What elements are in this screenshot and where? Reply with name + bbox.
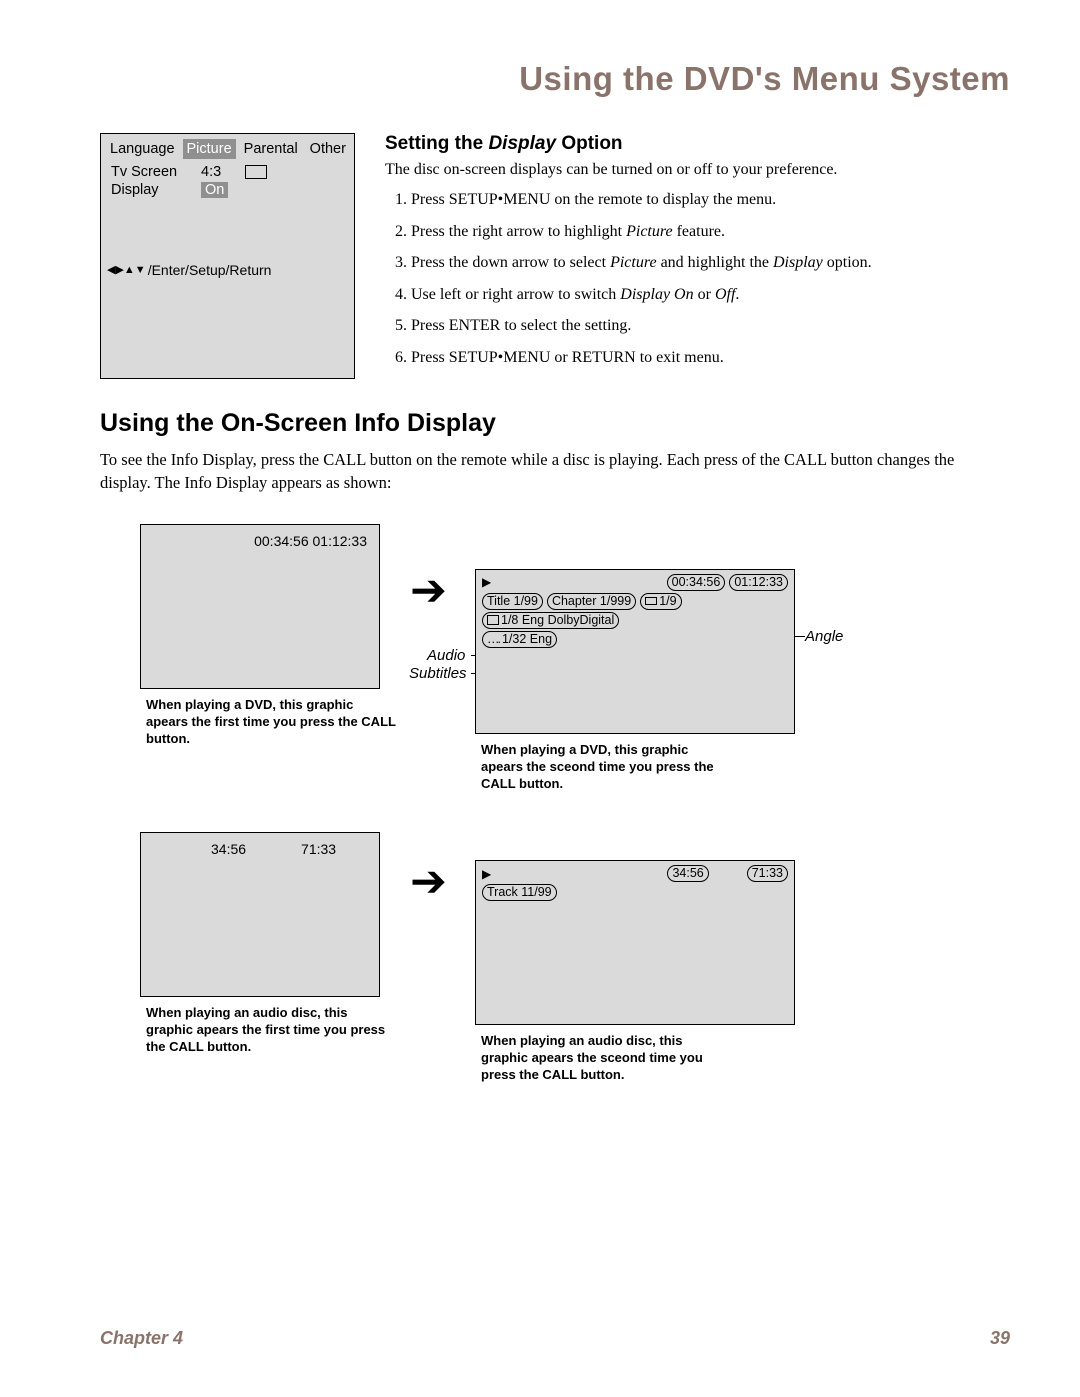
dvd-menu-diagram: Language Picture Parental Other Tv Scree… [100, 133, 355, 379]
page-header-title: Using the DVD's Menu System [100, 60, 1010, 98]
pill-elapsed: 00:34:56 [667, 574, 726, 591]
step-item: Press the right arrow to highlight Pictu… [411, 221, 1010, 243]
steps-list: Press SETUP•MENU on the remote to displa… [385, 189, 1010, 369]
footer-chapter: Chapter 4 [100, 1328, 183, 1349]
diagram-caption: When playing an audio disc, this graphic… [481, 1033, 731, 1084]
screen-time-display: 00:34:56 01:12:33 [254, 533, 367, 549]
pill-track: Track 11/99 [482, 884, 557, 901]
step-item: Press SETUP•MENU or RETURN to exit menu. [411, 347, 1010, 369]
step-item: Use left or right arrow to switch Displa… [411, 284, 1010, 306]
annot-audio: Audio [427, 647, 465, 664]
menu-tab-picture: Picture [183, 139, 236, 159]
menu-row-label: Tv Screen [111, 164, 181, 180]
menu-tab-language: Language [106, 139, 179, 159]
pill-audio: 1/8 Eng DolbyDigital [482, 612, 619, 629]
dvd-info-display-diagram: Elapsed time Title Chapter Content lengt… [475, 569, 875, 734]
screen-elapsed: 34:56 [211, 841, 246, 857]
tv-icon [245, 165, 267, 179]
menu-row-display: Display On [111, 181, 344, 199]
arrow-right-icon: ➔ [410, 569, 465, 613]
arrow-right-icon: ➔ [410, 860, 465, 904]
section-paragraph: To see the Info Display, press the CALL … [100, 448, 1000, 494]
menu-tab-parental: Parental [240, 139, 302, 159]
section-heading-info-display: Using the On-Screen Info Display [100, 409, 1010, 438]
section-heading-display-option: Setting the Display Option [385, 133, 1010, 155]
diagram-caption: When playing a DVD, this graphic apears … [481, 742, 731, 793]
annot-angle: Angle [805, 628, 843, 645]
step-item: Press the down arrow to select Picture a… [411, 252, 1010, 274]
menu-row-tvscreen: Tv Screen 4:3 [111, 163, 344, 181]
menu-row-value: 4:3 [201, 164, 221, 180]
play-icon: ▶ [482, 575, 491, 589]
diagram-caption: When playing a DVD, this graphic apears … [146, 697, 396, 748]
audio-info-display-diagram: Track Elapsed Time Content Length ▶ 34:5… [475, 860, 875, 1025]
annot-subtitles: Subtitles [409, 665, 467, 682]
menu-footer: ◀▶▲▼ /Enter/Setup/Return [101, 258, 354, 284]
pill-angle: 1/9 [640, 593, 681, 610]
step-item: Press SETUP•MENU on the remote to displa… [411, 189, 1010, 211]
menu-tab-other: Other [306, 139, 350, 159]
section-intro: The disc on-screen displays can be turne… [385, 161, 1010, 179]
pill-content-length: 71:33 [747, 865, 788, 882]
step-item: Press ENTER to select the setting. [411, 315, 1010, 337]
pill-content-length: 01:12:33 [729, 574, 788, 591]
pill-subtitles: ….1/32 Eng [482, 631, 557, 648]
pill-elapsed: 34:56 [667, 865, 708, 882]
play-icon: ▶ [482, 867, 491, 881]
audio-screen-first-press: 34:56 71:33 [140, 832, 380, 997]
arrow-icons: ◀▶▲▼ [107, 265, 146, 276]
pill-chapter: Chapter 1/999 [547, 593, 636, 610]
dvd-screen-first-press: 00:34:56 01:12:33 [140, 524, 380, 689]
screen-content-length: 71:33 [301, 841, 336, 857]
footer-page-number: 39 [990, 1328, 1010, 1349]
menu-row-value: On [201, 182, 228, 198]
menu-row-label: Display [111, 182, 181, 198]
diagram-caption: When playing an audio disc, this graphic… [146, 1005, 396, 1056]
menu-footer-text: /Enter/Setup/Return [148, 262, 272, 278]
pill-title: Title 1/99 [482, 593, 543, 610]
